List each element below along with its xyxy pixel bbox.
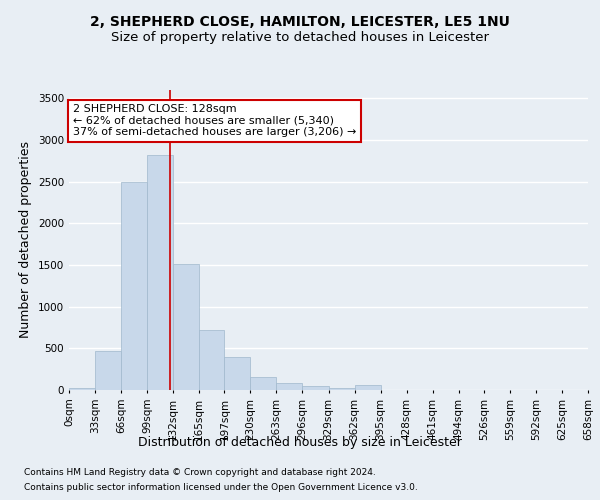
Bar [199, 330, 224, 390]
Bar [95, 351, 121, 390]
Bar [355, 386, 380, 390]
Text: Distribution of detached houses by size in Leicester: Distribution of detached houses by size … [138, 436, 462, 449]
Text: Contains HM Land Registry data © Crown copyright and database right 2024.: Contains HM Land Registry data © Crown c… [24, 468, 376, 477]
Text: Size of property relative to detached houses in Leicester: Size of property relative to detached ho… [111, 31, 489, 44]
Bar [329, 388, 355, 390]
Bar [121, 182, 147, 390]
Bar [302, 386, 329, 390]
Bar [250, 377, 277, 390]
Bar [277, 382, 302, 390]
Text: Contains public sector information licensed under the Open Government Licence v3: Contains public sector information licen… [24, 483, 418, 492]
Bar [147, 155, 173, 390]
Bar [173, 264, 199, 390]
Bar [69, 388, 95, 390]
Y-axis label: Number of detached properties: Number of detached properties [19, 142, 32, 338]
Text: 2 SHEPHERD CLOSE: 128sqm
← 62% of detached houses are smaller (5,340)
37% of sem: 2 SHEPHERD CLOSE: 128sqm ← 62% of detach… [73, 104, 356, 138]
Bar [224, 356, 250, 390]
Text: 2, SHEPHERD CLOSE, HAMILTON, LEICESTER, LE5 1NU: 2, SHEPHERD CLOSE, HAMILTON, LEICESTER, … [90, 16, 510, 30]
